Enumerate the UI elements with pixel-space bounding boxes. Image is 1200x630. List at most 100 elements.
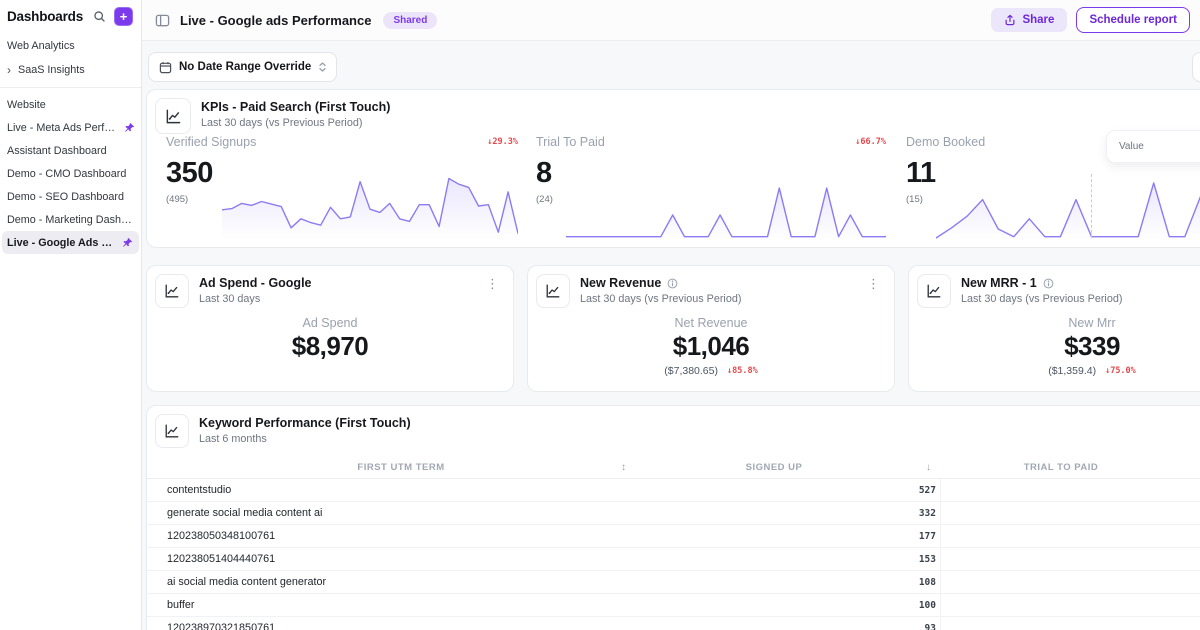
- sidebar-dashboard-list: Website Live - Meta Ads Performa... Assist…: [0, 93, 141, 254]
- sidebar-section-item[interactable]: Web Analytics: [0, 34, 141, 58]
- table-column-header[interactable]: SIGNED UP: [745, 462, 803, 473]
- date-range-select[interactable]: No Date Range Override: [148, 52, 338, 82]
- kpi-metric-header: Verified Signups ↓29.3%: [166, 134, 518, 150]
- kpi-metric-label: Trial To Paid: [536, 135, 605, 149]
- sidebar-title: Dashboards: [7, 9, 84, 24]
- sort-icon[interactable]: ↓: [926, 462, 931, 473]
- cell-signed-up: 100: [918, 600, 936, 611]
- line-chart-icon: [917, 274, 951, 308]
- sidebar-item-label: Demo - CMO Dashboard: [7, 167, 127, 180]
- stat-card-subtitle: Last 30 days (vs Previous Period): [580, 293, 742, 305]
- share-icon: [1004, 14, 1016, 26]
- sparkline-svg: [221, 177, 519, 240]
- kpi-card-subtitle: Last 30 days (vs Previous Period): [201, 117, 363, 129]
- kpi-metric-body: 11 (15): [906, 152, 1200, 244]
- table-column-header[interactable]: FIRST UTM TERM: [357, 462, 445, 473]
- kpi-metric-value: 350: [166, 157, 213, 189]
- cell-utm-term: 120238051404440761: [167, 553, 276, 565]
- page-title: Live - Google ads Performance: [180, 12, 372, 28]
- stat-card: New Revenue Last 30 days (vs Previous Per…: [527, 265, 895, 392]
- main-area: Live - Google ads Performance Shared Sha…: [142, 0, 1200, 630]
- stat-card-title: New MRR - 1: [961, 274, 1122, 290]
- sidebar-item-dashboard[interactable]: Demo - Marketing Dashboard: [0, 208, 141, 231]
- table-row: generate social media content ai 332: [147, 502, 1200, 525]
- line-chart-icon: [536, 274, 570, 308]
- stat-card-titles: New Revenue Last 30 days (vs Previous Per…: [580, 274, 741, 305]
- sidebar-section-label: Web Analytics: [7, 40, 75, 52]
- table-row: ai social media content generator 108: [147, 571, 1200, 594]
- keyword-card-header: Keyword Performance (First Touch) Last 6…: [147, 406, 1200, 456]
- table-row: 120238050348100761 177: [147, 525, 1200, 548]
- sort-icon[interactable]: ↕: [621, 462, 626, 473]
- line-chart-icon: [155, 274, 189, 308]
- line-chart-icon: [155, 414, 189, 448]
- shared-badge: Shared: [383, 11, 438, 29]
- dashboard-content: No Date Range Override KPIs - Paid Searc…: [142, 41, 1200, 630]
- kpi-metric-delta: ↓66.7%: [855, 137, 886, 147]
- stat-metric-previous: ($1,359.4): [1048, 365, 1097, 377]
- add-dashboard-button[interactable]: +: [114, 7, 133, 26]
- sidebar-item-dashboard[interactable]: Live - Google Ads Perfor...: [2, 231, 139, 254]
- table-column-header[interactable]: TRIAL TO PAID: [1023, 462, 1099, 473]
- sidebar-item-dashboard[interactable]: Live - Meta Ads Performa...: [0, 116, 141, 139]
- cell-utm-term: ai social media content generator: [167, 576, 327, 588]
- kpi-metric: Verified Signups ↓29.3% 350 (495): [166, 134, 519, 246]
- pin-icon[interactable]: [122, 237, 133, 248]
- stat-card-titles: New MRR - 1 Last 30 days (vs Previous Per…: [961, 274, 1122, 305]
- stat-card-header: New Revenue Last 30 days (vs Previous Per…: [528, 266, 894, 316]
- stat-card-body: New Mrr $339 ($1,359.4) ↓75.0%: [909, 316, 1200, 377]
- sidebar-item-dashboard[interactable]: Assistant Dashboard: [0, 139, 141, 162]
- chart-tooltip-label: Value: [1119, 141, 1144, 152]
- sidebar: Dashboards + Web Analytics › SaaS Insights…: [0, 0, 142, 630]
- stat-cards-row: Ad Spend - Google Last 30 days ⋮ Ad Spend $8…: [146, 265, 1200, 392]
- stat-metric-delta: ↓85.8%: [727, 366, 758, 376]
- kpi-metric-label: Demo Booked: [906, 135, 986, 149]
- sidebar-section-item[interactable]: › SaaS Insights: [0, 58, 141, 82]
- stat-card-titles: Ad Spend - Google Last 30 days: [199, 274, 312, 305]
- schedule-report-button[interactable]: Schedule report: [1076, 7, 1190, 33]
- keyword-performance-card: Keyword Performance (First Touch) Last 6…: [146, 405, 1200, 630]
- chart-cursor-line: [1091, 174, 1092, 238]
- sidebar-item-label: Demo - SEO Dashboard: [7, 190, 125, 203]
- kpi-metric-previous: (15): [906, 194, 923, 205]
- search-icon[interactable]: [93, 10, 106, 23]
- share-button[interactable]: Share: [991, 8, 1068, 32]
- cell-utm-term: contentstudio: [167, 484, 232, 496]
- table-row: 120238970321850761 93: [147, 617, 1200, 630]
- chevron-right-icon: ›: [7, 63, 11, 77]
- kpi-card: KPIs - Paid Search (First Touch) Last 30…: [146, 89, 1200, 248]
- stat-card: Ad Spend - Google Last 30 days ⋮ Ad Spend $8…: [146, 265, 514, 392]
- stat-metric-delta: ↓75.0%: [1105, 366, 1136, 376]
- stat-metric-previous: ($7,380.65): [664, 365, 718, 377]
- sidebar-item-label: Assistant Dashboard: [7, 144, 107, 157]
- sidebar-item-label: Live - Meta Ads Performa...: [7, 121, 120, 134]
- kpi-card-header: KPIs - Paid Search (First Touch) Last 30…: [147, 90, 1200, 142]
- sidebar-toggle-icon[interactable]: [155, 13, 170, 28]
- sidebar-item-dashboard[interactable]: Website: [0, 93, 141, 116]
- cell-signed-up: 153: [918, 554, 936, 565]
- table-row: buffer 100: [147, 594, 1200, 617]
- kebab-menu-icon[interactable]: ⋮: [486, 277, 499, 292]
- calendar-icon: [159, 61, 172, 74]
- sidebar-header: Dashboards +: [0, 7, 141, 34]
- sidebar-item-dashboard[interactable]: Demo - CMO Dashboard: [0, 162, 141, 185]
- cell-signed-up: 93: [924, 623, 936, 630]
- kebab-menu-icon[interactable]: ⋮: [867, 277, 880, 292]
- stat-metric-meta: ($1,359.4) ↓75.0%: [909, 365, 1200, 377]
- sidebar-item-dashboard[interactable]: Demo - SEO Dashboard: [0, 185, 141, 208]
- chart-tooltip: Value: [1106, 130, 1200, 163]
- stat-metric-value: $1,046: [672, 331, 750, 361]
- sparkline-svg: [565, 187, 887, 240]
- share-button-label: Share: [1022, 14, 1055, 26]
- kpi-metric-body: 8 (24): [536, 152, 887, 244]
- pin-icon[interactable]: [124, 122, 135, 133]
- info-icon[interactable]: [667, 278, 678, 289]
- sidebar-item-label: Website: [7, 98, 46, 111]
- kpi-metric-previous: (495): [166, 194, 189, 205]
- kpi-sparkline: [935, 170, 1200, 240]
- topbar: Live - Google ads Performance Shared Sha…: [142, 0, 1200, 41]
- clipped-toolbar-button[interactable]: [1192, 52, 1200, 82]
- kpi-metric: Demo Booked 11 (15): [906, 134, 1200, 246]
- stat-metric-label: Net Revenue: [674, 316, 748, 330]
- info-icon[interactable]: [1043, 278, 1054, 289]
